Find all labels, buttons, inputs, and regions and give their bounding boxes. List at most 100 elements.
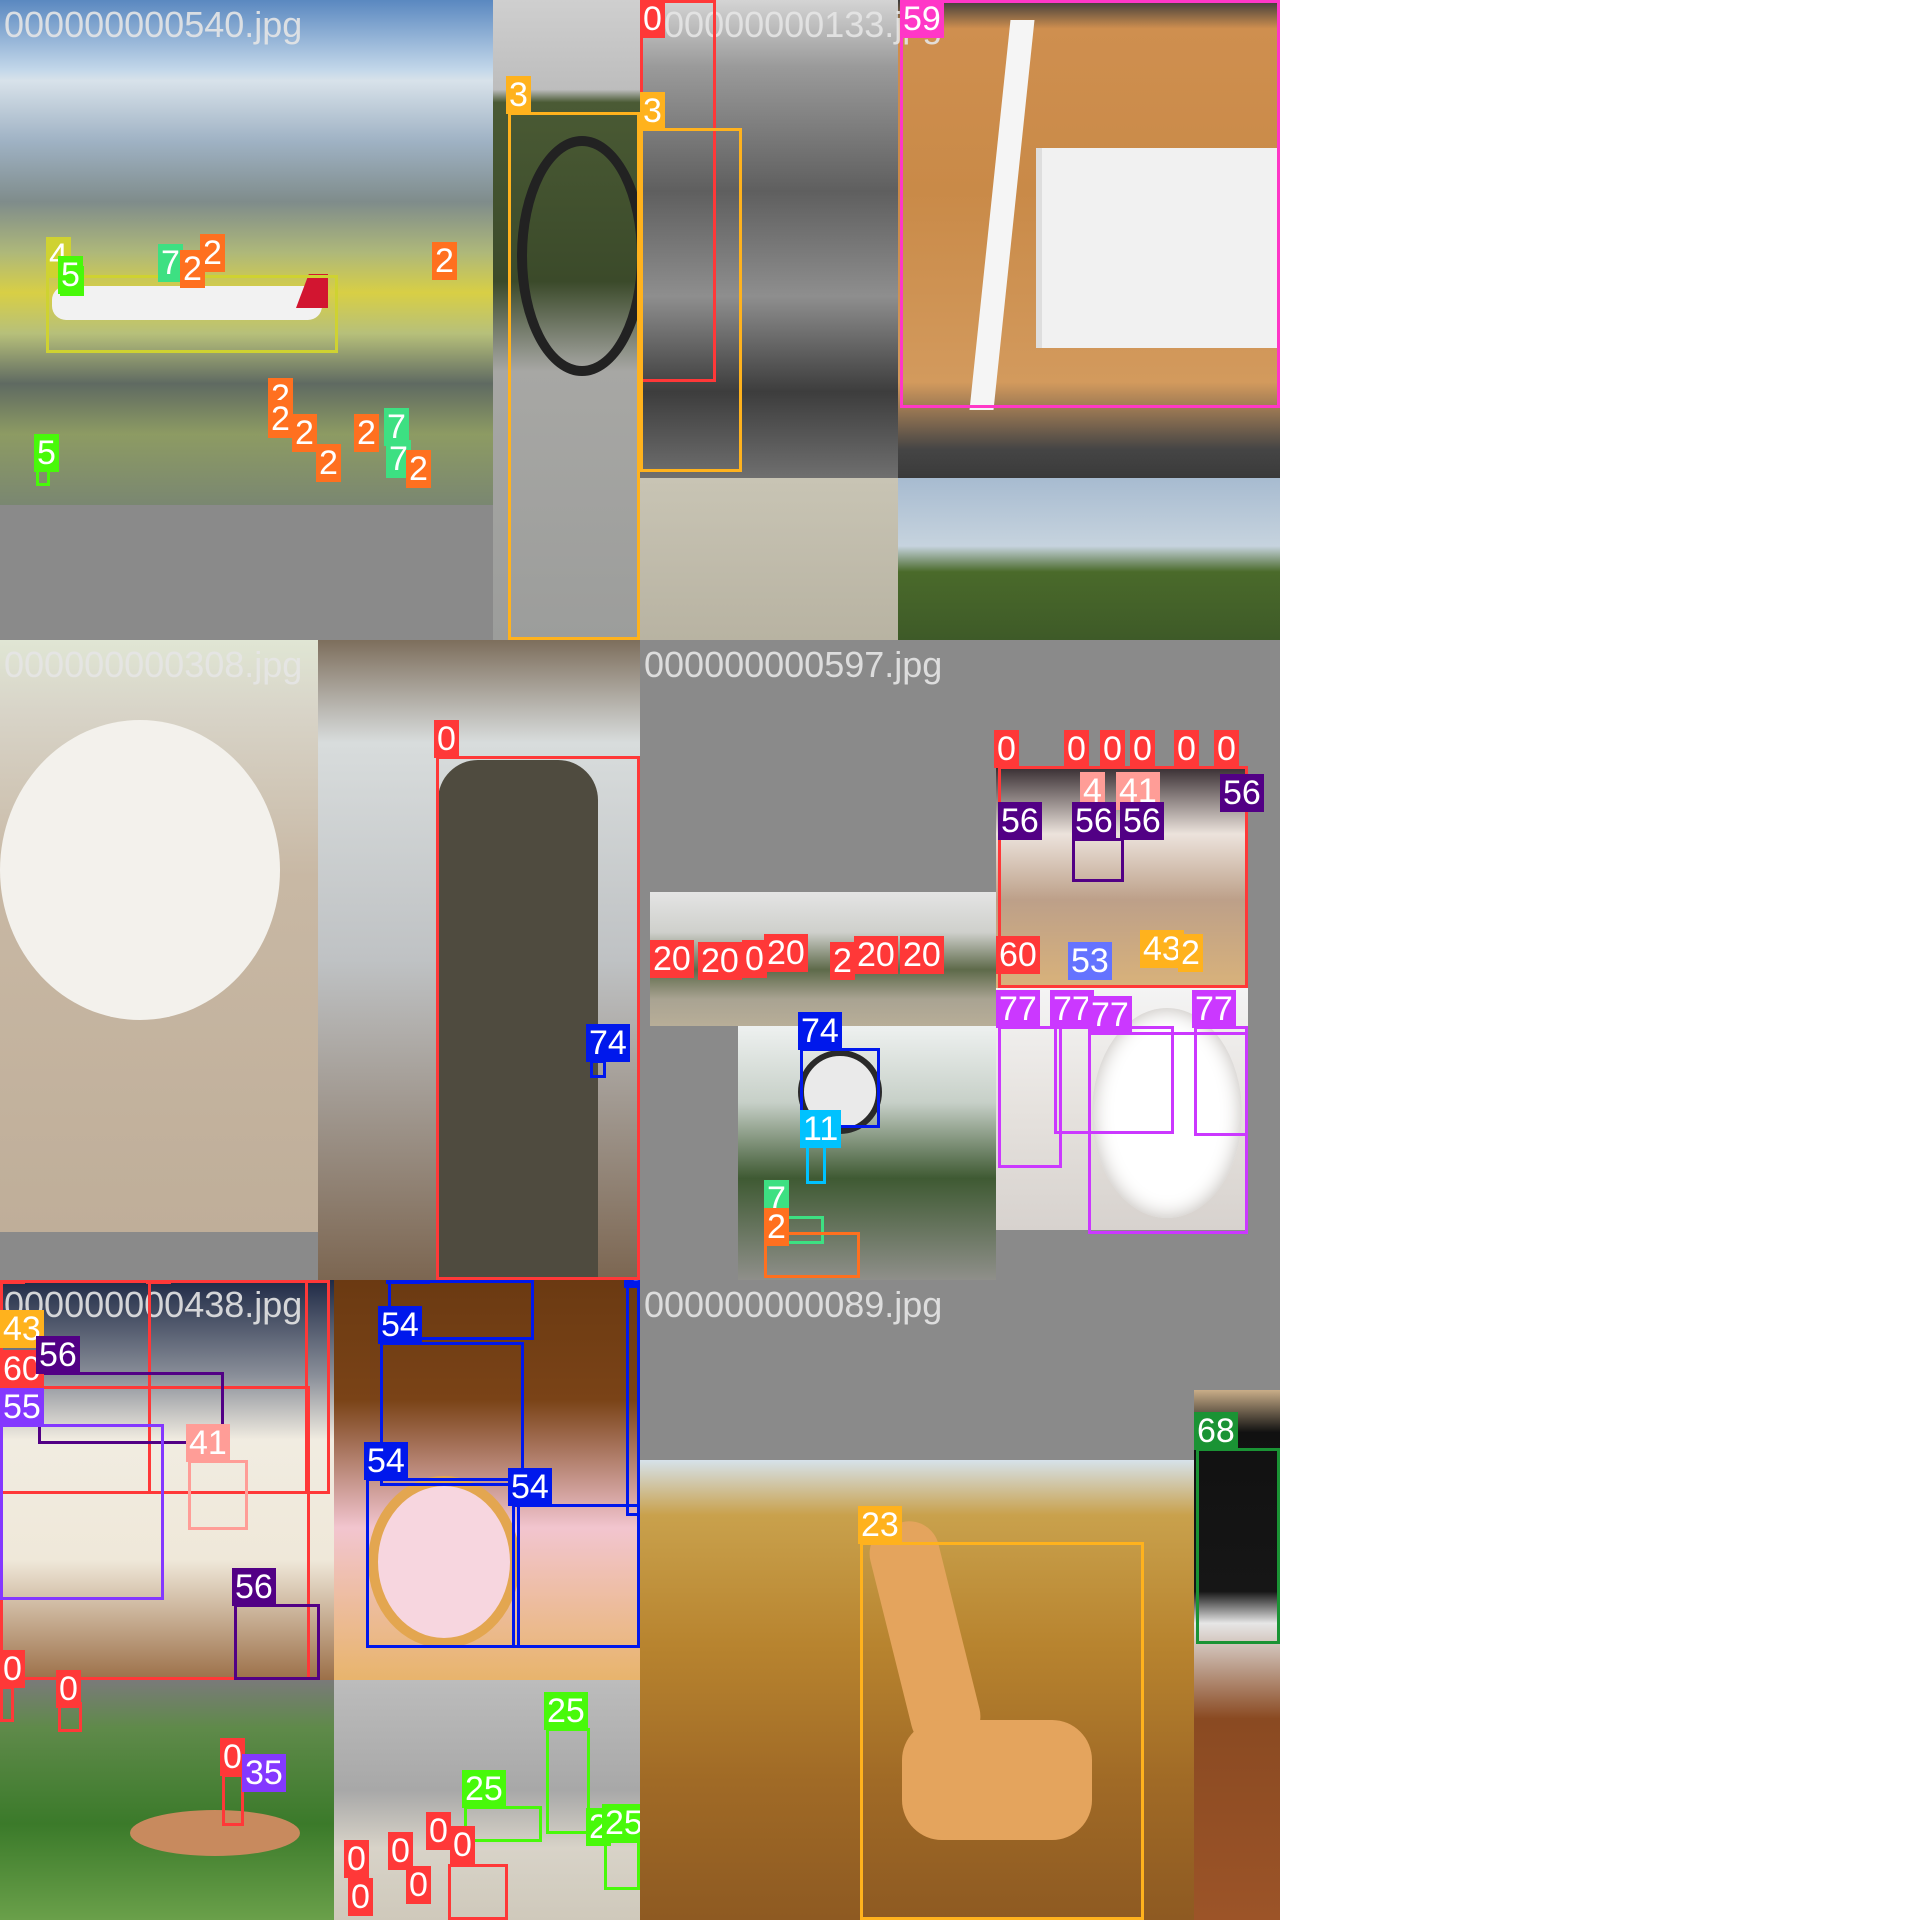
mosaic-tile-6: 000000000089.jpg 23 68 <box>640 1280 1280 1920</box>
donut-box <box>380 1342 524 1486</box>
bed-box <box>900 0 1280 408</box>
label-umbrella: 25 <box>544 1692 588 1730</box>
sand-photo <box>640 478 898 640</box>
donut-box <box>366 1478 520 1648</box>
label-teddy-bear: 77 <box>996 990 1040 1028</box>
label-motorcycle: 3 <box>506 76 531 114</box>
umbrella-box <box>464 1806 542 1842</box>
cup-box <box>188 1460 248 1530</box>
giraffe-body <box>902 1720 1092 1840</box>
tile-filename: 000000000540.jpg <box>4 4 303 45</box>
label-car: 2 <box>406 450 431 488</box>
tile-filename: 000000000089.jpg <box>644 1284 943 1325</box>
label-car: 2 <box>292 414 317 452</box>
mosaic-tile-5: 000000000438.jpg 0 0 43 60 56 55 41 56 5… <box>0 1280 640 1920</box>
label-umbrella: 25 <box>602 1804 640 1842</box>
label-43: 43 <box>0 1310 44 1348</box>
tile-filename: 000000000438.jpg <box>4 1284 303 1325</box>
label-chair: 56 <box>1072 802 1116 840</box>
label-car: 2 <box>180 250 205 288</box>
donuts-photo <box>334 1280 640 1680</box>
person-box <box>436 756 640 1280</box>
chair-box <box>234 1604 320 1680</box>
label-elephant: 20 <box>854 936 898 974</box>
label-chair: 56 <box>232 1568 276 1606</box>
label-person: 0 <box>56 1670 81 1708</box>
label-donut: 54 <box>386 1280 430 1284</box>
mosaic-tile-3: 000000000308.jpg 0 74 <box>0 640 640 1280</box>
kitchen-photo <box>1194 1390 1280 1920</box>
label-43: 43 <box>1140 930 1184 968</box>
umbrella-box <box>604 1840 640 1890</box>
label-person: 0 <box>426 1812 451 1850</box>
label-chair: 56 <box>36 1336 80 1374</box>
teddy-bear-box <box>998 1026 1062 1168</box>
label-truck: 5 <box>58 256 83 294</box>
label-truck: 7 <box>158 244 183 282</box>
donut-box <box>512 1504 640 1648</box>
label-chair: 56 <box>1120 802 1164 840</box>
teddy-fur <box>1092 1008 1242 1218</box>
label-car: 2 <box>764 1208 789 1246</box>
label-person: 0 <box>1174 730 1199 768</box>
label-person: 0 <box>220 1738 245 1776</box>
clock-box <box>590 1060 606 1078</box>
label-elephant: 20 <box>698 942 742 980</box>
tile-filename: 000000000308.jpg <box>4 644 303 685</box>
microwave-box <box>1196 1448 1280 1644</box>
label-car: 2 <box>268 400 293 438</box>
mosaic-tile-1: 000000000540.jpg 4 5 7 2 2 2 2 2 2 2 2 7… <box>0 0 640 640</box>
label-person: 0 <box>640 0 665 38</box>
label-umbrella: 25 <box>462 1770 506 1808</box>
bed-box <box>0 1424 164 1600</box>
label-teddy-bear: 77 <box>1088 996 1132 1034</box>
label-2: 2 <box>1178 934 1203 972</box>
tree-photo <box>898 478 1280 640</box>
label-donut: 54 <box>378 1306 422 1344</box>
label-elephant: 20 <box>650 940 694 978</box>
label-car: 2 <box>432 242 457 280</box>
forest-path-photo <box>640 0 898 478</box>
label-person: 0 <box>348 1878 373 1916</box>
label-car: 2 <box>354 414 379 452</box>
label-person: 0 <box>1064 730 1089 768</box>
label-clock: 74 <box>798 1012 842 1050</box>
tile-filename: 000000000597.jpg <box>644 644 943 685</box>
chair-box <box>1072 838 1124 882</box>
person-box <box>0 1686 14 1722</box>
car-box <box>764 1232 860 1278</box>
person-box <box>222 1774 244 1826</box>
label-giraffe: 23 <box>858 1506 902 1544</box>
label-person: 0 <box>1214 730 1239 768</box>
umbrella-box <box>546 1728 590 1834</box>
label-elephant: 2 <box>830 942 855 980</box>
baker-photo <box>318 640 640 1280</box>
dresser-photo <box>898 0 1280 478</box>
label-chair: 56 <box>1220 774 1264 812</box>
label-person: 0 <box>146 1280 171 1284</box>
giraffe-photo <box>640 1460 1194 1920</box>
label-elephant: 20 <box>900 936 944 974</box>
label-chair: 56 <box>998 802 1042 840</box>
balloon-shape <box>0 720 280 1020</box>
label-microwave: 68 <box>1194 1412 1238 1450</box>
label-person: 0 <box>1130 730 1155 768</box>
baseball-photo <box>0 1680 334 1920</box>
teddy-bear-box <box>1194 1026 1248 1136</box>
label-sports-ball: 35 <box>242 1754 286 1792</box>
pitchers-mound <box>130 1810 300 1856</box>
label-donut: 54 <box>364 1442 408 1480</box>
label-bed: 55 <box>0 1388 44 1426</box>
giraffe-box <box>860 1542 1144 1920</box>
airplane-shape <box>52 286 322 320</box>
baker-figure <box>438 760 598 1280</box>
label-elephant: 20 <box>764 934 808 972</box>
label-person: 0 <box>406 1866 431 1904</box>
tile-filename: 000000000133.jpg <box>644 4 943 45</box>
label-bed: 59 <box>900 0 944 38</box>
mosaic-tile-2: 000000000133.jpg 0 3 59 <box>640 0 1280 640</box>
label-donut: 54 <box>624 1280 640 1288</box>
label-person: 0 <box>344 1840 369 1878</box>
mosaic-tile-4: 000000000597.jpg 20 20 0 20 2 20 20 74 1… <box>640 640 1280 1280</box>
donut-round <box>368 1476 520 1648</box>
